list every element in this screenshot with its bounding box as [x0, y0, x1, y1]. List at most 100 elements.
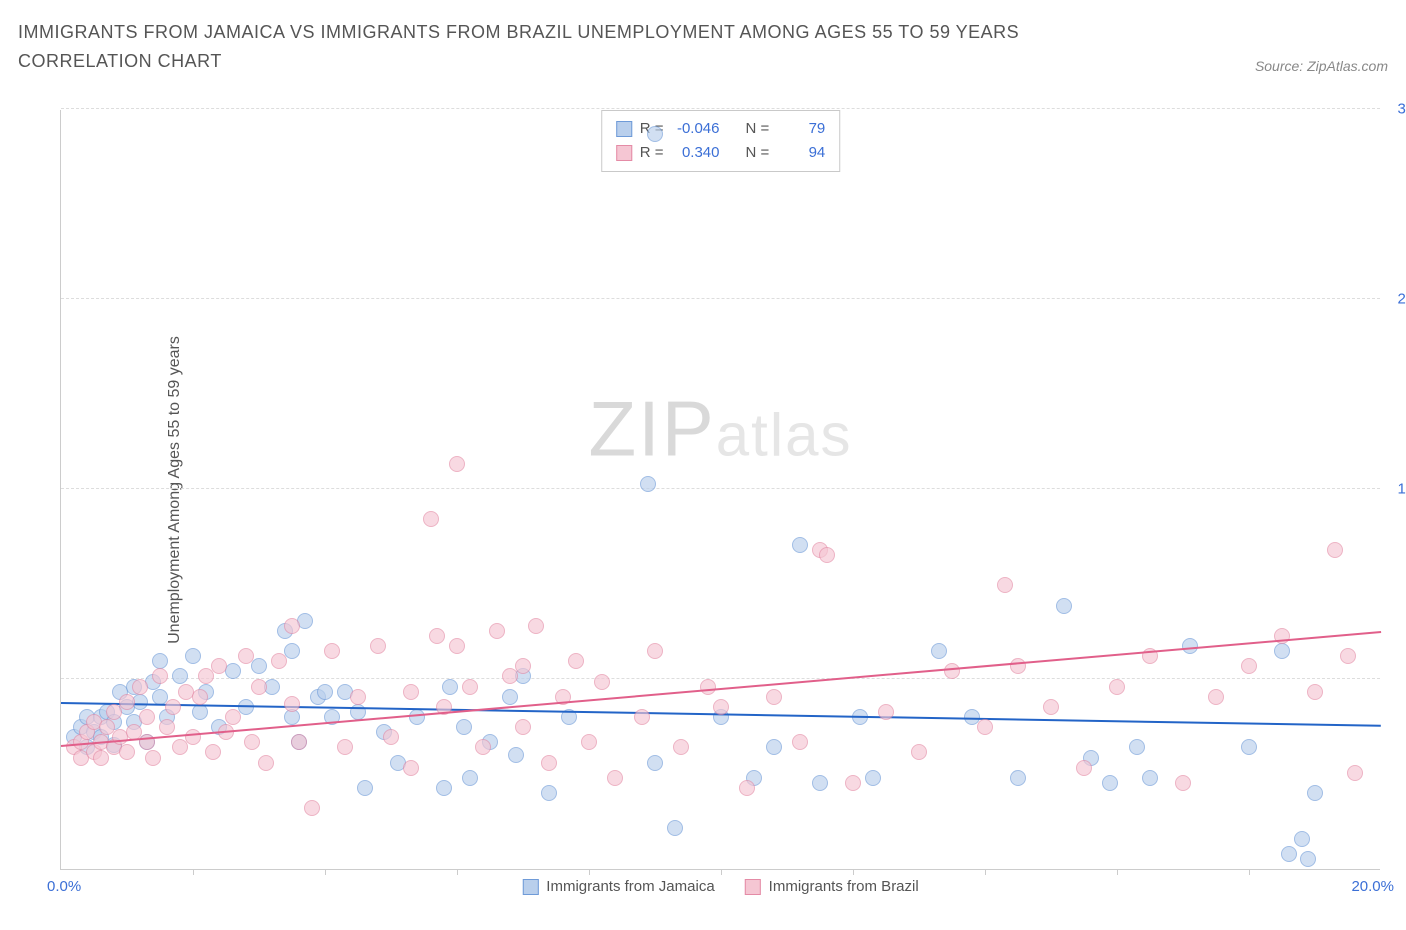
data-point-jamaica — [812, 775, 828, 791]
data-point-brazil — [119, 744, 135, 760]
series-legend: Immigrants from Jamaica Immigrants from … — [522, 878, 918, 895]
data-point-brazil — [304, 800, 320, 816]
x-tick — [985, 869, 986, 875]
y-tick-label: 22.5% — [1385, 291, 1406, 308]
data-point-jamaica — [502, 689, 518, 705]
data-point-jamaica — [647, 755, 663, 771]
data-point-jamaica — [1010, 770, 1026, 786]
x-tick — [1117, 869, 1118, 875]
data-point-brazil — [911, 744, 927, 760]
x-tick — [457, 869, 458, 875]
data-point-brazil — [766, 689, 782, 705]
data-point-brazil — [462, 679, 478, 695]
data-point-jamaica — [1142, 770, 1158, 786]
data-point-brazil — [449, 456, 465, 472]
data-point-brazil — [205, 744, 221, 760]
data-point-brazil — [673, 739, 689, 755]
data-point-jamaica — [865, 770, 881, 786]
data-point-brazil — [944, 663, 960, 679]
data-point-brazil — [192, 689, 208, 705]
data-point-brazil — [370, 638, 386, 654]
data-point-brazil — [403, 760, 419, 776]
gridline — [61, 108, 1380, 109]
data-point-brazil — [845, 775, 861, 791]
data-point-brazil — [337, 739, 353, 755]
swatch-brazil — [616, 145, 632, 161]
data-point-brazil — [139, 709, 155, 725]
y-tick-label: 7.5% — [1385, 671, 1406, 688]
data-point-brazil — [1241, 658, 1257, 674]
data-point-jamaica — [508, 747, 524, 763]
data-point-brazil — [244, 734, 260, 750]
data-point-brazil — [1347, 765, 1363, 781]
data-point-brazil — [238, 648, 254, 664]
data-point-jamaica — [251, 658, 267, 674]
data-point-brazil — [423, 511, 439, 527]
data-point-brazil — [1043, 699, 1059, 715]
stats-row-brazil: R = 0.340 N = 94 — [616, 141, 826, 165]
data-point-brazil — [1109, 679, 1125, 695]
x-tick — [325, 869, 326, 875]
data-point-brazil — [1307, 684, 1323, 700]
data-point-brazil — [1175, 775, 1191, 791]
data-point-brazil — [132, 679, 148, 695]
data-point-jamaica — [647, 126, 663, 142]
data-point-brazil — [152, 668, 168, 684]
data-point-brazil — [1340, 648, 1356, 664]
legend-item-jamaica: Immigrants from Jamaica — [522, 878, 714, 895]
data-point-brazil — [159, 719, 175, 735]
data-point-brazil — [700, 679, 716, 695]
data-point-jamaica — [1294, 831, 1310, 847]
data-point-jamaica — [456, 719, 472, 735]
data-point-jamaica — [284, 643, 300, 659]
data-point-jamaica — [1274, 643, 1290, 659]
data-point-brazil — [792, 734, 808, 750]
data-point-brazil — [165, 699, 181, 715]
data-point-brazil — [568, 653, 584, 669]
x-axis-max: 20.0% — [1351, 878, 1394, 895]
data-point-brazil — [502, 668, 518, 684]
data-point-jamaica — [1056, 598, 1072, 614]
data-point-brazil — [528, 618, 544, 634]
data-point-brazil — [997, 577, 1013, 593]
watermark: ZIPatlas — [588, 383, 852, 474]
data-point-brazil — [185, 729, 201, 745]
data-point-jamaica — [1281, 846, 1297, 862]
data-point-brazil — [1208, 689, 1224, 705]
data-point-jamaica — [931, 643, 947, 659]
data-point-brazil — [198, 668, 214, 684]
data-point-brazil — [515, 658, 531, 674]
data-point-brazil — [1010, 658, 1026, 674]
x-tick — [193, 869, 194, 875]
data-point-jamaica — [317, 684, 333, 700]
data-point-brazil — [819, 547, 835, 563]
legend-item-brazil: Immigrants from Brazil — [745, 878, 919, 895]
data-point-brazil — [475, 739, 491, 755]
x-axis-min: 0.0% — [47, 878, 81, 895]
data-point-brazil — [739, 780, 755, 796]
data-point-brazil — [647, 643, 663, 659]
data-point-brazil — [258, 755, 274, 771]
data-point-brazil — [271, 653, 287, 669]
data-point-brazil — [515, 719, 531, 735]
data-point-jamaica — [152, 653, 168, 669]
stats-legend-box: R = -0.046 N = 79 R = 0.340 N = 94 — [601, 110, 841, 172]
scatter-plot: Unemployment Among Ages 55 to 59 years Z… — [60, 110, 1380, 870]
data-point-brazil — [449, 638, 465, 654]
data-point-jamaica — [1129, 739, 1145, 755]
data-point-brazil — [594, 674, 610, 690]
x-tick — [589, 869, 590, 875]
data-point-brazil — [489, 623, 505, 639]
data-point-jamaica — [185, 648, 201, 664]
data-point-brazil — [291, 734, 307, 750]
data-point-jamaica — [462, 770, 478, 786]
x-tick — [853, 869, 854, 875]
x-tick — [721, 869, 722, 875]
data-point-brazil — [607, 770, 623, 786]
data-point-brazil — [541, 755, 557, 771]
data-point-jamaica — [409, 709, 425, 725]
data-point-brazil — [93, 750, 109, 766]
x-tick — [1249, 869, 1250, 875]
legend-swatch-brazil — [745, 879, 761, 895]
data-point-brazil — [429, 628, 445, 644]
